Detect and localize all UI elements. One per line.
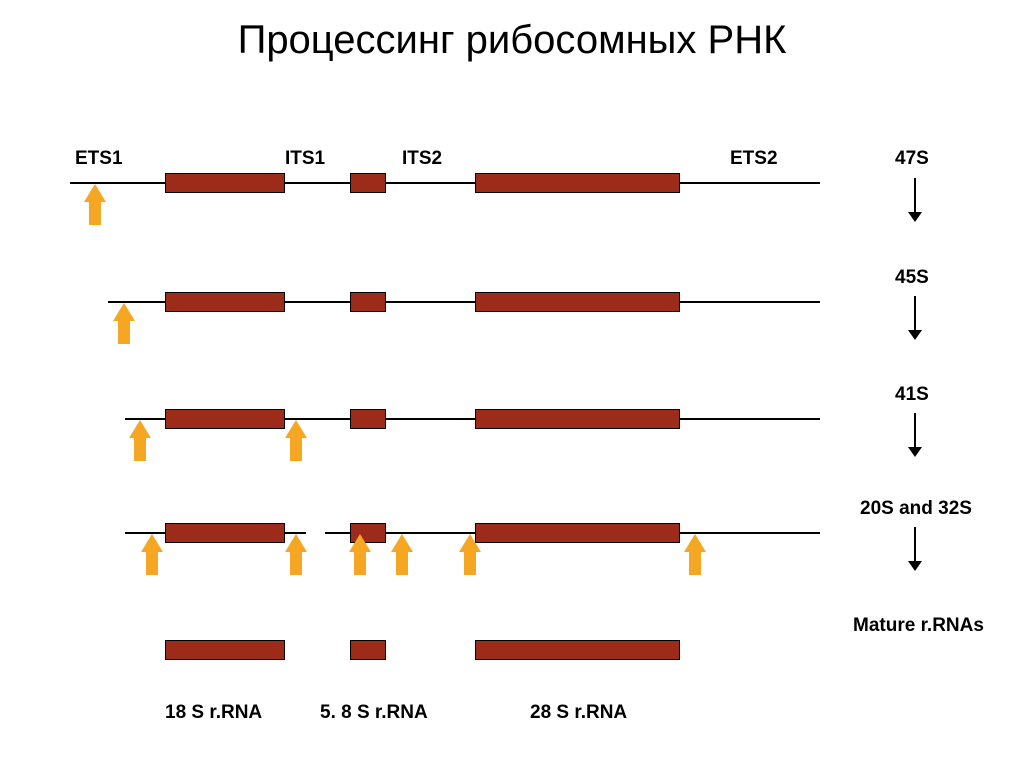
cleavage-arrow-icon [141,534,163,578]
rna-block-45S-b28S [475,292,680,312]
product-label-p18S: 18 S r.RNA [165,702,262,724]
region-label-ets1: ETS1 [75,148,123,170]
stage-arrow-icon [908,413,922,457]
rna-block-mature-b18S [165,640,285,660]
stage-arrow-icon [908,178,922,222]
rna-block-47S-b28S [475,173,680,193]
stage-label-20S_32S: 20S and 32S [860,498,972,520]
rna-block-45S-b5_8S [350,292,386,312]
cleavage-arrow-icon [684,534,706,578]
product-label-p28S: 28 S r.RNA [530,702,627,724]
cleavage-arrow-icon [459,534,481,578]
cleavage-arrow-icon [113,303,135,347]
rna-block-41S-b18S [165,409,285,429]
slide: Процессинг рибосомных РНК ETS1 ITS1 ITS2 ET… [0,0,1024,768]
stage-arrow-icon [908,527,922,571]
cleavage-arrow-icon [84,184,106,228]
region-label-its1: ITS1 [285,148,325,170]
rna-block-20S_32S-b28S [475,523,680,543]
stage-label-41S: 41S [895,384,929,406]
rna-block-mature-b5_8S [350,640,386,660]
stage-arrow-icon [908,296,922,340]
cleavage-arrow-icon [285,534,307,578]
cleavage-arrow-icon [129,420,151,464]
region-label-its2: ITS2 [402,148,442,170]
rna-block-45S-b18S [165,292,285,312]
rna-block-41S-b28S [475,409,680,429]
stage-label-47S: 47S [895,148,929,170]
product-label-p5_8S: 5. 8 S r.RNA [320,702,428,724]
rna-block-47S-b18S [165,173,285,193]
rna-block-41S-b5_8S [350,409,386,429]
rna-block-mature-b28S [475,640,680,660]
slide-title: Процессинг рибосомных РНК [0,18,1024,63]
rna-block-20S_32S-b18S [165,523,285,543]
rna-block-47S-b5_8S [350,173,386,193]
cleavage-arrow-icon [391,534,413,578]
cleavage-arrow-icon [285,420,307,464]
stage-label-45S: 45S [895,267,929,289]
stage-label-mature: Mature r.RNAs [853,615,984,637]
region-label-ets2: ETS2 [730,148,778,170]
cleavage-arrow-icon [349,534,371,578]
